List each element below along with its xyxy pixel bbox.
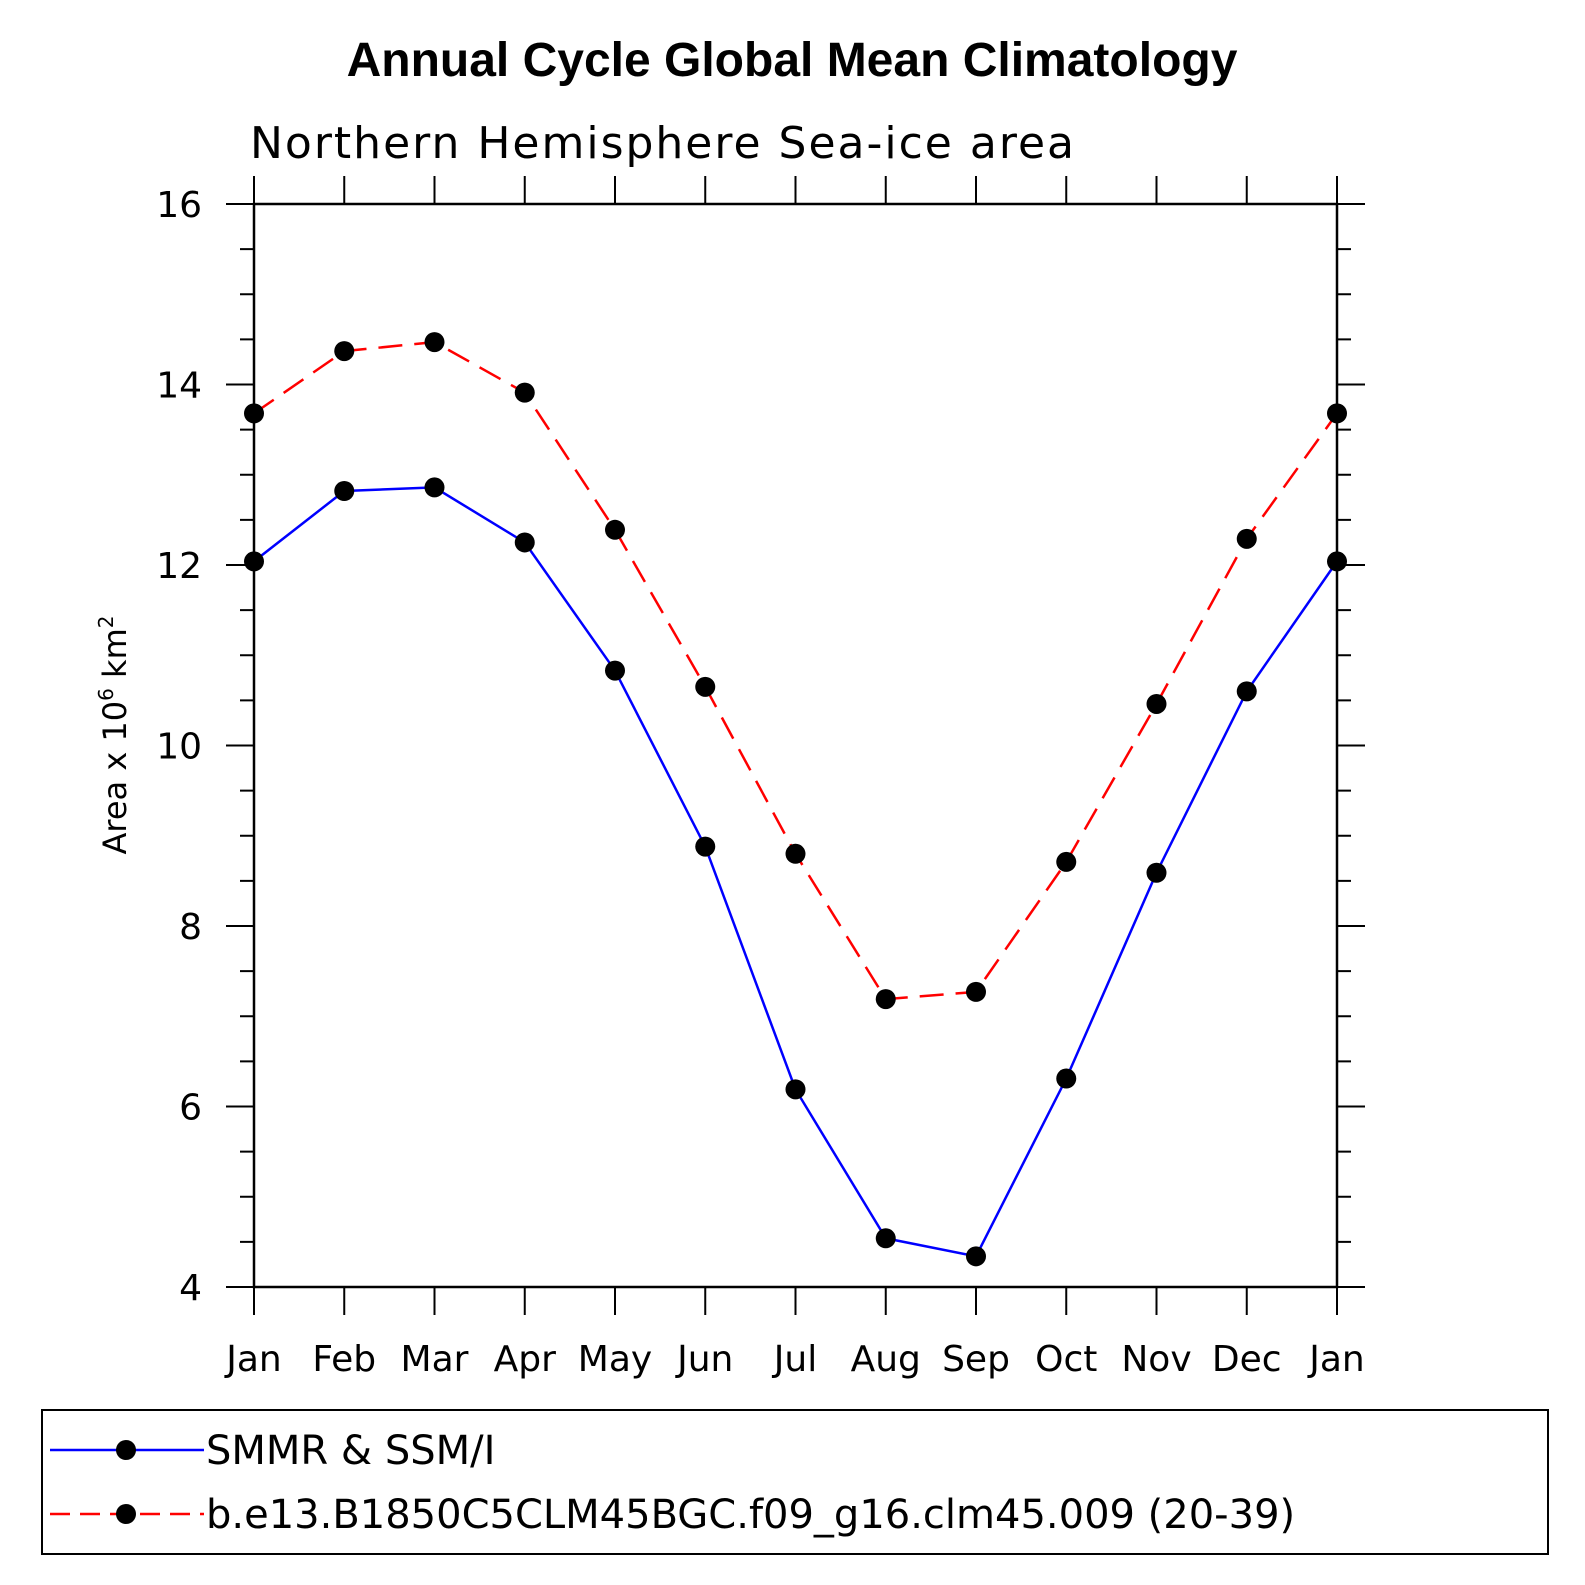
legend: SMMR & SSM/I b.e13.B1850C5CLM45BGC.f09_g1… bbox=[41, 1409, 1549, 1555]
y-tick-label: 4 bbox=[179, 1268, 202, 1309]
y-tick-label: 16 bbox=[156, 185, 202, 226]
x-tick-label: Jul bbox=[772, 1339, 817, 1380]
x-tick-label: Nov bbox=[1121, 1339, 1191, 1380]
series-1-point bbox=[875, 1228, 896, 1249]
series-2-point bbox=[605, 519, 625, 540]
series-1-point bbox=[514, 532, 535, 553]
x-tick-label: Dec bbox=[1212, 1339, 1282, 1380]
y-tick-label: 10 bbox=[156, 727, 202, 768]
x-tick-label: Jan bbox=[1307, 1339, 1365, 1380]
plot-series bbox=[244, 332, 1347, 1267]
series-2-point bbox=[1236, 528, 1257, 549]
x-tick-label: Oct bbox=[1035, 1339, 1097, 1380]
series-1-point bbox=[424, 477, 445, 498]
y-axis-label-unit: km bbox=[96, 628, 134, 688]
series-1-point bbox=[334, 480, 355, 501]
x-tick-label: Jan bbox=[224, 1339, 282, 1380]
legend-marker-1 bbox=[116, 1440, 136, 1460]
series-1-point bbox=[1056, 1068, 1077, 1089]
series-1-point bbox=[695, 836, 716, 857]
y-axis-label-exp1: 6 bbox=[94, 688, 118, 701]
series-2-point bbox=[785, 843, 806, 864]
chart-title: Annual Cycle Global Mean Climatology bbox=[347, 34, 1238, 87]
y-tick-label: 12 bbox=[156, 546, 202, 587]
x-tick-label: Jun bbox=[675, 1339, 733, 1380]
legend-marker-2 bbox=[116, 1504, 136, 1524]
x-tick-label: Sep bbox=[942, 1339, 1010, 1380]
y-tick-label: 6 bbox=[179, 1088, 202, 1129]
y-tick-label: 8 bbox=[179, 907, 202, 948]
legend-box bbox=[41, 1409, 1549, 1555]
series-2-point bbox=[695, 676, 716, 697]
x-tick-label: Feb bbox=[312, 1339, 376, 1380]
series-line-1 bbox=[253, 486, 1339, 1258]
chart-subtitle: Northern Hemisphere Sea-ice area bbox=[250, 118, 1076, 169]
series-1-point bbox=[785, 1079, 806, 1100]
series-2-point bbox=[875, 989, 896, 1010]
series-2-point bbox=[1056, 851, 1077, 872]
axes: 4 6 8 10 12 14 16 Jan Feb Mar Apr May Jun Jul Aug Sep Oc… bbox=[156, 176, 1365, 1380]
series-1-point bbox=[244, 551, 264, 572]
x-tick-label: Mar bbox=[401, 1339, 469, 1380]
series-2-point bbox=[244, 403, 264, 424]
series-1-point bbox=[605, 660, 625, 681]
y-axis-label-base: Area x 10 bbox=[96, 701, 134, 855]
series-line-2 bbox=[253, 340, 1339, 1001]
series-1-point bbox=[1236, 681, 1257, 702]
series-1-point bbox=[1146, 862, 1167, 883]
series-2-point bbox=[1146, 693, 1167, 714]
series-2-point bbox=[334, 341, 355, 362]
y-axis-label-exp2: 2 bbox=[94, 616, 118, 629]
series-1-point bbox=[966, 1246, 986, 1267]
plot-frame bbox=[252, 202, 1339, 1289]
y-axis-label: Area x 106 km2 bbox=[94, 616, 134, 855]
series-2-point bbox=[966, 981, 986, 1002]
series-2-point bbox=[424, 332, 445, 353]
series-1-point bbox=[1327, 551, 1347, 572]
y-tick-label: 14 bbox=[156, 366, 202, 407]
x-tick-label: Aug bbox=[851, 1339, 921, 1380]
x-tick-label: May bbox=[578, 1339, 652, 1380]
series-2-point bbox=[514, 382, 535, 403]
legend-label-2: b.e13.B1850C5CLM45BGC.f09_g16.clm45.009 … bbox=[206, 1492, 1295, 1538]
legend-label-1: SMMR & SSM/I bbox=[206, 1428, 495, 1474]
x-tick-label: Apr bbox=[494, 1339, 556, 1380]
series-2-point bbox=[1327, 403, 1347, 424]
